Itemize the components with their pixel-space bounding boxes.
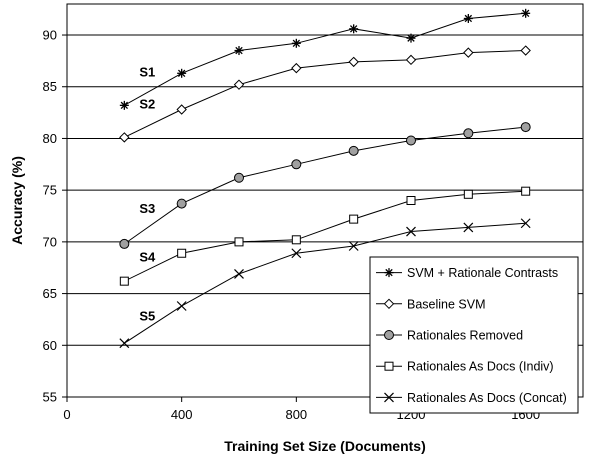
legend-item-5: Rationales As Docs (Concat) <box>376 391 567 405</box>
series-2-point-6 <box>405 54 417 66</box>
y-tick-label-70: 70 <box>43 234 57 249</box>
legend-label-4: Rationales As Docs (Indiv) <box>407 360 554 374</box>
series-3-point-4 <box>291 159 302 170</box>
axes <box>62 3 584 402</box>
annotation-s5: S5 <box>139 308 155 323</box>
series-5-point-6 <box>406 226 416 237</box>
grid-lines <box>67 34 583 346</box>
series-5-point-8 <box>520 218 531 229</box>
legend-swatch-marker <box>384 268 394 278</box>
series-layer <box>119 8 531 349</box>
series-5 <box>119 218 531 349</box>
series-4 <box>119 186 531 286</box>
series-2-point-1 <box>119 132 130 143</box>
series-1-line <box>124 12 526 106</box>
y-tick-label-80: 80 <box>43 131 57 146</box>
y-axis-label: Accuracy (%) <box>9 156 25 245</box>
y-tick-label-60: 60 <box>43 338 57 353</box>
series-4-point-4 <box>291 235 301 245</box>
series-1-point-2 <box>177 68 187 78</box>
series-4-point-3 <box>234 237 244 247</box>
series-4-line <box>124 190 526 282</box>
series-1-point-1 <box>119 100 129 110</box>
annotation-s4: S4 <box>139 250 156 265</box>
x-tick-label-0: 0 <box>63 407 70 422</box>
series-4-point-6 <box>406 196 416 205</box>
legend-swatch-marker <box>384 330 394 340</box>
legend-label-5: Rationales As Docs (Concat) <box>407 391 567 405</box>
x-tick-label-400: 400 <box>171 407 193 422</box>
series-2-point-4 <box>291 62 302 74</box>
x-axis-label: Training Set Size (Documents) <box>224 438 425 454</box>
series-2-point-5 <box>348 56 359 68</box>
series-1-point-4 <box>291 38 301 48</box>
series-5-point-2 <box>176 301 187 311</box>
series-1-point-5 <box>349 24 359 34</box>
annotations: S1 S2 S3 S4 S5 <box>139 64 156 323</box>
series-3-point-7 <box>463 128 474 139</box>
y-tick-label-65: 65 <box>43 286 57 301</box>
series-2 <box>119 45 531 143</box>
series-2-point-8 <box>520 45 531 56</box>
series-2-point-2 <box>176 104 187 115</box>
legend-label-1: SVM + Rationale Contrasts <box>407 266 558 280</box>
series-4-point-2 <box>177 248 187 258</box>
x-tick-label-800: 800 <box>285 407 307 422</box>
series-3-point-8 <box>520 122 531 133</box>
series-2-point-7 <box>463 47 474 58</box>
series-5-point-7 <box>463 222 474 233</box>
series-5-point-1 <box>119 338 130 349</box>
series-3 <box>119 122 531 249</box>
legend-item-2: Baseline SVM <box>376 297 486 311</box>
series-3-point-5 <box>348 145 359 156</box>
legend-box <box>369 256 579 414</box>
series-1-point-6 <box>406 33 416 43</box>
series-1-point-8 <box>521 8 531 18</box>
legend-swatch-marker <box>384 361 394 371</box>
series-4-point-5 <box>349 214 359 224</box>
series-3-line <box>124 126 526 245</box>
y-tick-label-90: 90 <box>43 28 57 43</box>
legend-item-1: SVM + Rationale Contrasts <box>376 266 558 280</box>
legend-item-3: Rationales Removed <box>376 329 523 343</box>
series-1-point-7 <box>463 13 473 23</box>
series-5-line <box>124 222 526 344</box>
series-1 <box>119 8 531 110</box>
y-tick-label-85: 85 <box>43 79 57 94</box>
series-4-point-8 <box>521 186 531 196</box>
series-3-point-1 <box>119 238 130 249</box>
annotation-s1: S1 <box>139 64 155 79</box>
series-2-line <box>124 50 526 138</box>
series-5-point-4 <box>291 248 302 259</box>
legend-label-3: Rationales Removed <box>407 329 523 343</box>
series-3-point-2 <box>176 198 187 209</box>
series-5-point-3 <box>234 269 244 279</box>
annotation-s3: S3 <box>139 201 155 216</box>
y-tick-label-75: 75 <box>43 183 57 198</box>
series-1-point-3 <box>234 46 244 56</box>
legend-label-2: Baseline SVM <box>407 297 486 311</box>
legend-item-4: Rationales As Docs (Indiv) <box>376 360 554 374</box>
legend: SVM + Rationale Contrasts Baseline SVM Rat… <box>369 256 579 414</box>
series-3-point-6 <box>406 135 416 146</box>
plot-frame <box>66 3 584 398</box>
series-5-point-5 <box>348 241 359 251</box>
series-2-point-3 <box>233 79 245 90</box>
legend-swatch-marker <box>384 392 394 403</box>
y-tick-label-55: 55 <box>43 390 57 405</box>
series-4-point-1 <box>119 276 129 286</box>
series-4-point-7 <box>463 189 473 199</box>
annotation-s2: S2 <box>139 96 155 111</box>
legend-swatch-marker <box>383 298 395 310</box>
series-3-point-3 <box>234 172 244 183</box>
